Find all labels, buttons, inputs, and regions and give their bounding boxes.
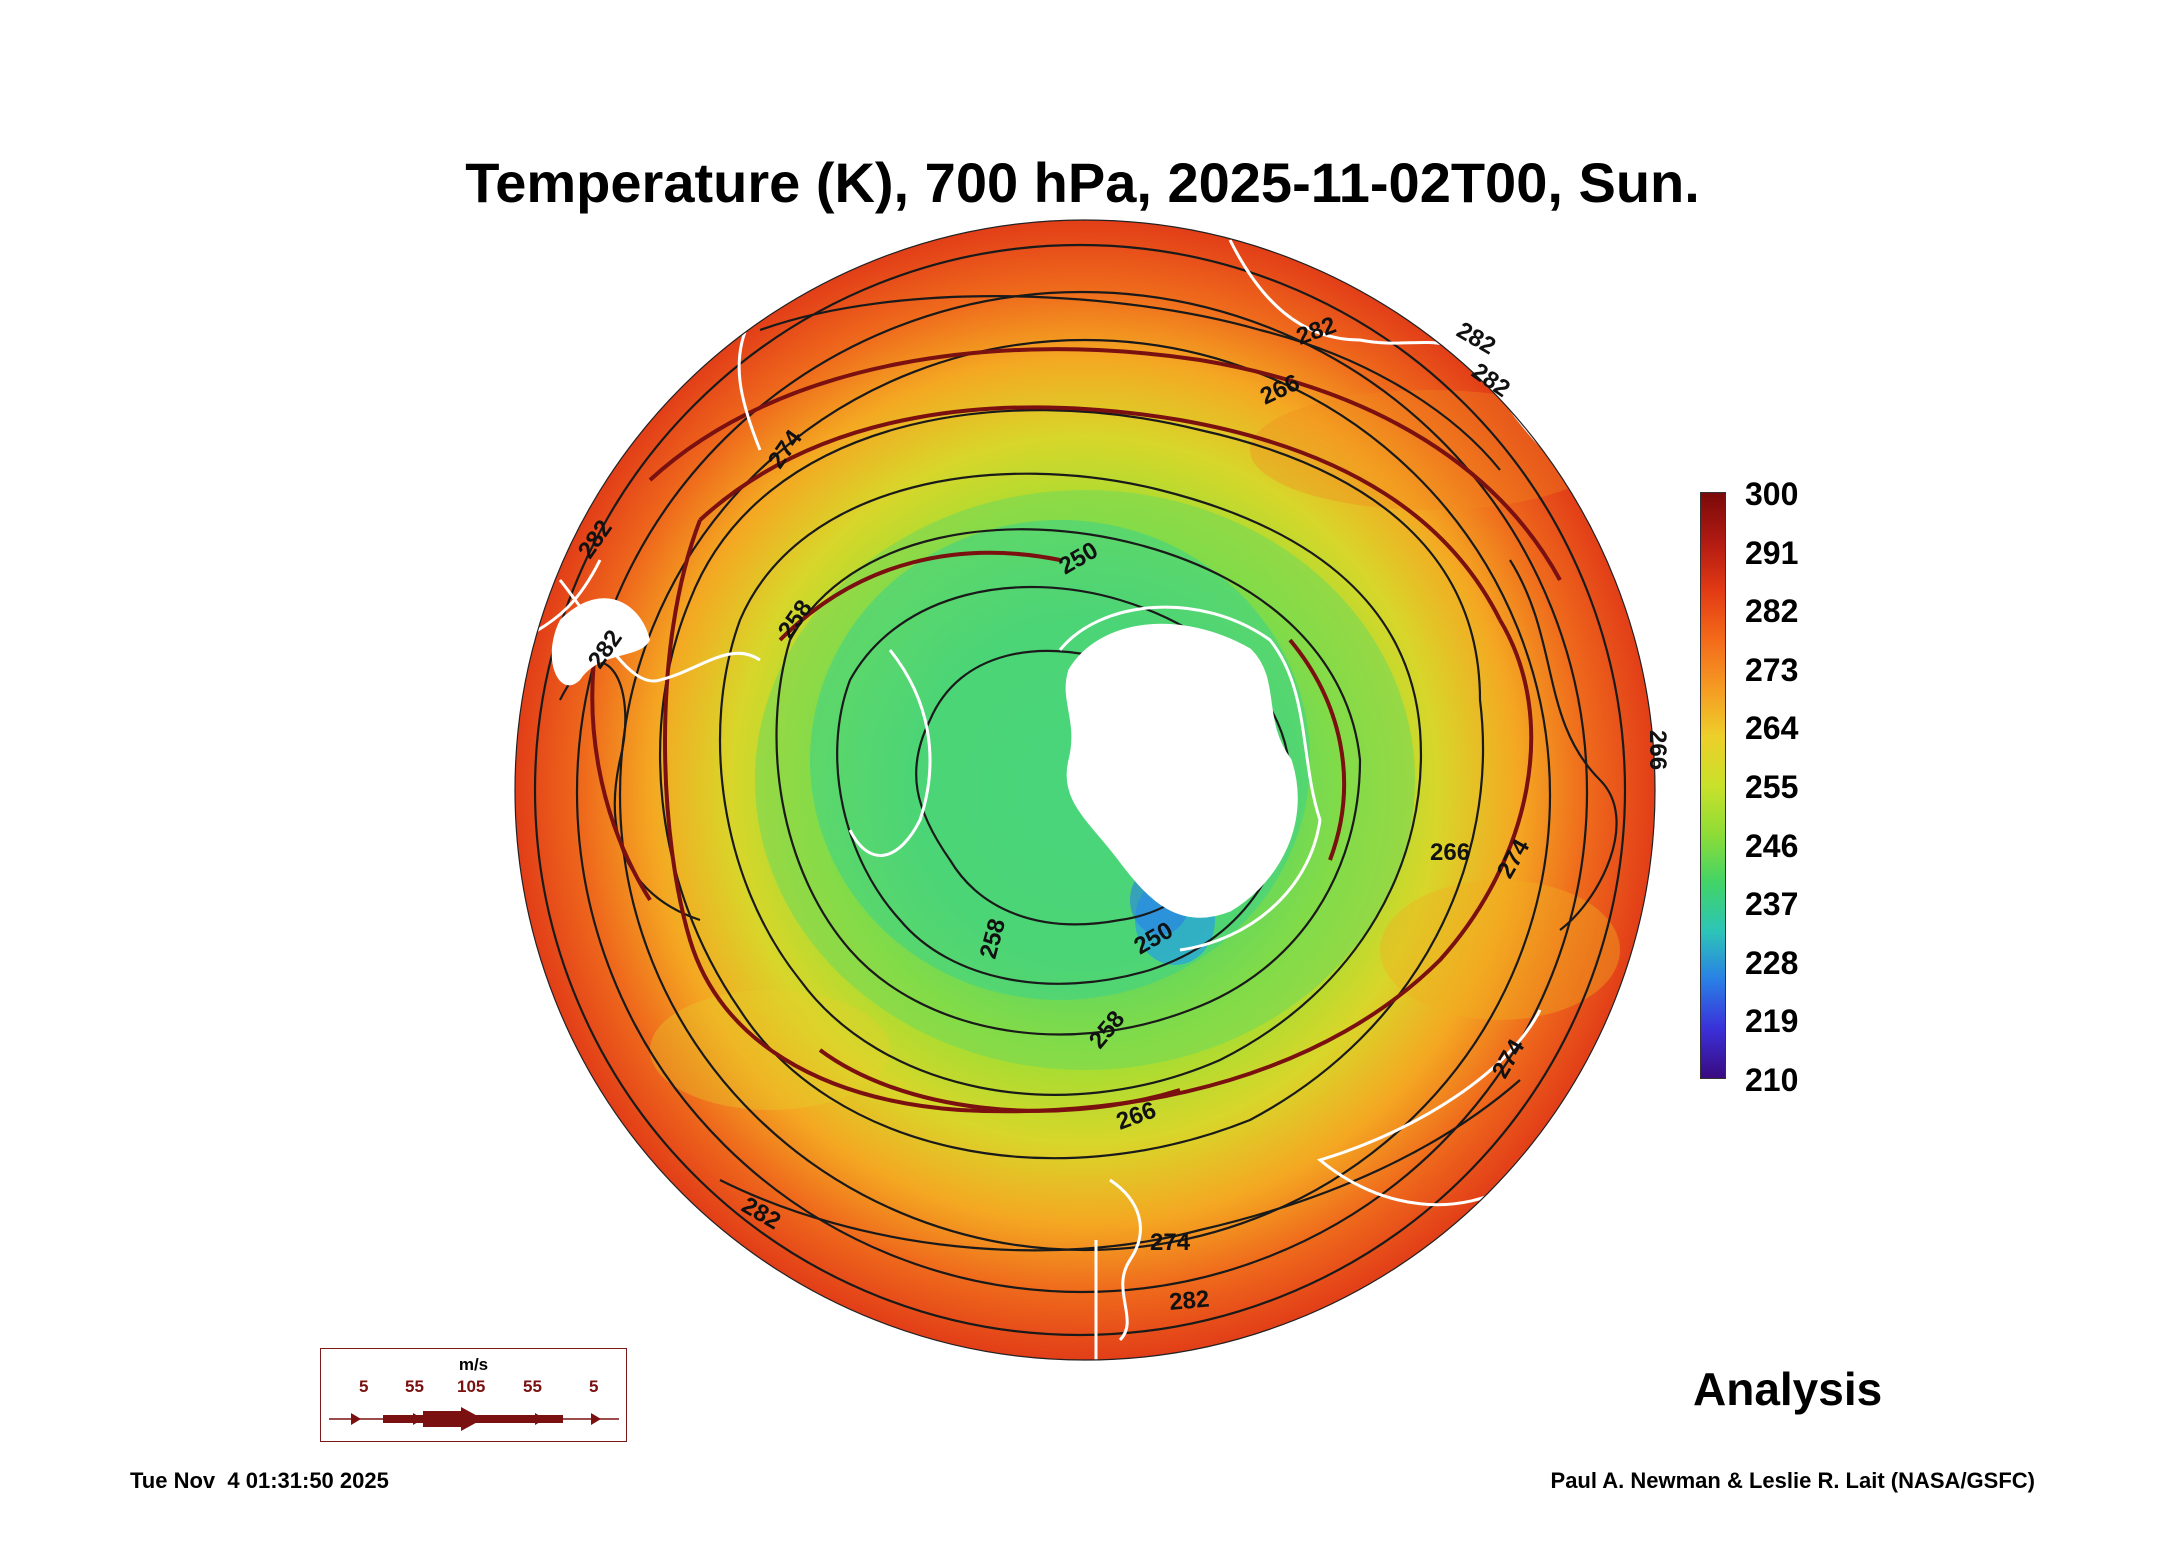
colorbar-tick-label: 264 <box>1745 710 1799 747</box>
contour-label: 266 <box>1430 839 1470 866</box>
colorbar-tick-label: 237 <box>1745 886 1799 923</box>
contour-label: 266 <box>1644 730 1671 770</box>
colorbar-tick-label: 300 <box>1745 476 1799 512</box>
legend-arrow-scale <box>329 1407 619 1431</box>
legend-speed-label: 55 <box>405 1377 424 1396</box>
contour-label: 282 <box>1452 317 1500 360</box>
map-title: Temperature (K), 700 hPa, 2025-11-02T00,… <box>465 151 1700 214</box>
wind-speed-legend: m/s 5 55 105 55 5 <box>320 1348 627 1442</box>
legend-speed-label: 105 <box>457 1377 486 1396</box>
legend-speed-label: 5 <box>359 1377 369 1396</box>
legend-speed-label: 55 <box>523 1377 542 1396</box>
legend-unit: m/s <box>458 1355 489 1374</box>
colorbar-tick-label: 246 <box>1745 827 1799 864</box>
colorbar-tick-label: 219 <box>1745 1003 1799 1040</box>
greenland-white-patch <box>551 598 650 686</box>
legend-speed-label: 5 <box>589 1377 599 1396</box>
colorbar-tick-label: 255 <box>1745 769 1799 805</box>
temperature-contours <box>533 243 1627 1337</box>
colorbar-tick-label: 282 <box>1745 593 1799 630</box>
colorbar-tick-label: 210 <box>1745 1062 1799 1098</box>
contour-label: 282 <box>1168 1286 1210 1316</box>
colorbar-tick-label: 273 <box>1745 651 1799 688</box>
colorbar-tick-label: 291 <box>1745 534 1799 571</box>
analysis-label: Analysis <box>1693 1363 1883 1415</box>
contour-label: 274 <box>1150 1229 1191 1256</box>
colorbar <box>1700 492 1726 1079</box>
colorbar-tick-label: 228 <box>1745 944 1799 981</box>
globe-outline <box>514 219 1656 1361</box>
footer-timestamp: Tue Nov 4 01:31:50 2025 <box>130 1468 389 1493</box>
footer-credit: Paul A. Newman & Leslie R. Lait (NASA/GS… <box>1550 1468 2035 1493</box>
